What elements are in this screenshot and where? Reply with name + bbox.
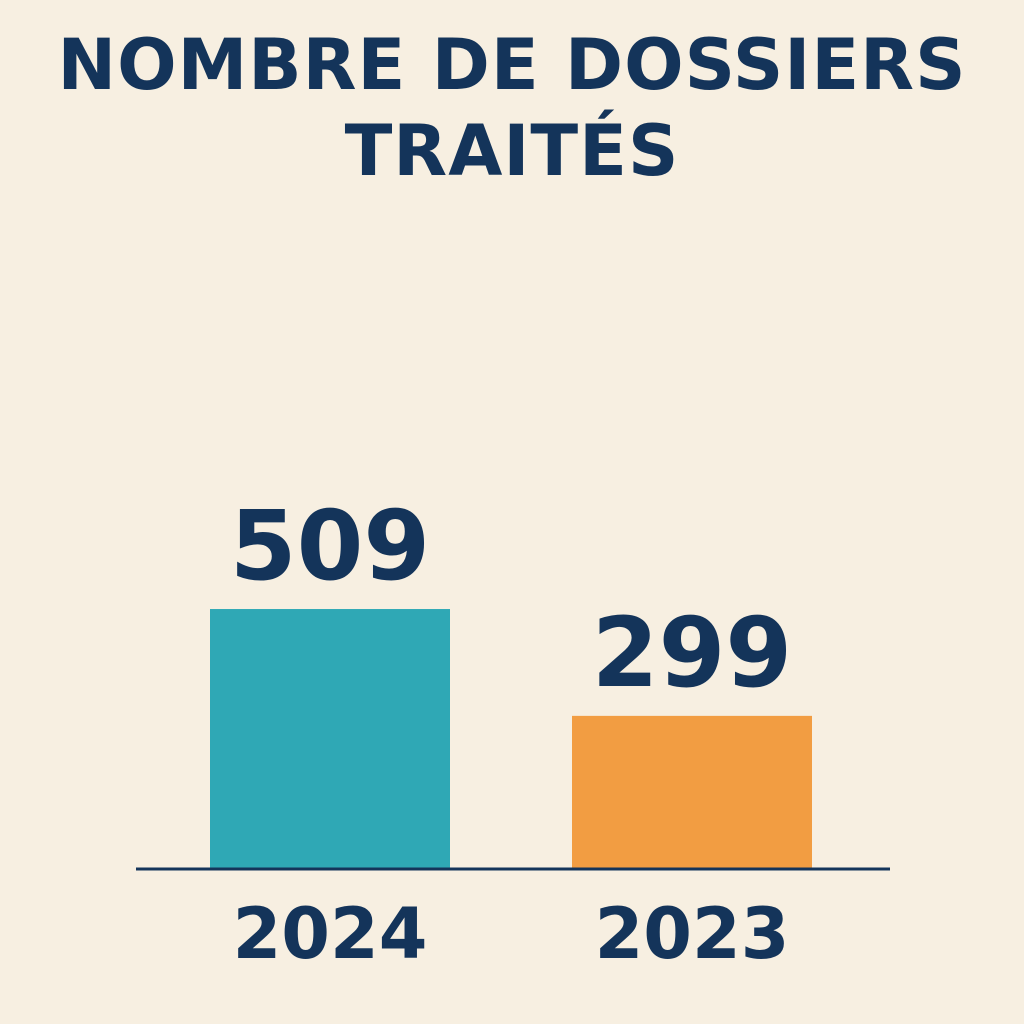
data-label-2024: 509 [230,490,430,602]
bar-2023 [572,715,812,868]
chart-title-line-2: TRAITÉS [344,110,680,192]
chart-title-line-1: NOMBRE DE DOSSIERS [57,24,967,106]
x-tick-label-2023: 2023 [595,893,790,975]
data-label-2023: 299 [592,597,792,709]
x-tick-label-2024: 2024 [233,893,428,975]
bar-2024 [210,609,450,868]
chart-title: NOMBRE DE DOSSIERS TRAITÉS [0,22,1024,194]
